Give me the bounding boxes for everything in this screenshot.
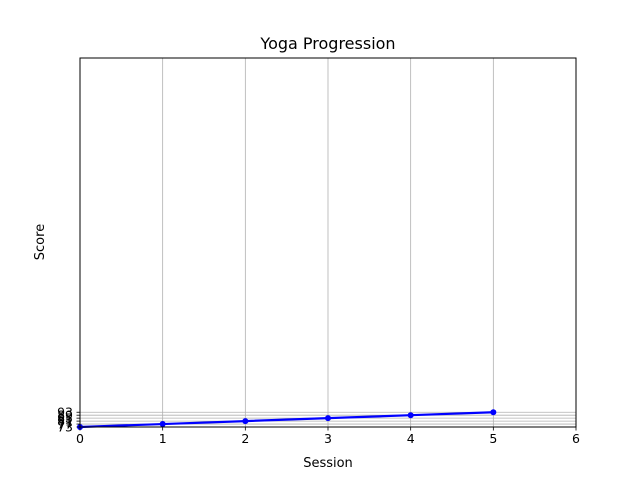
y-tick-label: 81 [57,414,73,429]
y-tick-label: 93 [57,405,73,420]
x-tick-label: 2 [241,431,249,446]
data-point [242,418,249,425]
x-tick-label: 3 [324,431,332,446]
x-tick-label: 5 [489,431,497,446]
chart-title: Yoga Progression [259,34,395,53]
x-axis-label: Session [303,456,353,471]
data-point [407,412,414,419]
y-tick-label: 89 [57,408,73,423]
x-tick-label: 4 [407,431,415,446]
series-line [78,411,495,429]
data-point [325,415,331,422]
x-tick-label: 6 [572,431,580,446]
y-tick-label: 77 [57,417,73,432]
data-point [159,421,166,428]
y-tick-label: 85 [57,411,73,426]
series-layer [77,409,497,430]
data-point [490,409,497,416]
x-tick-label: 0 [76,431,84,446]
y-axis-label: Score [33,224,48,260]
x-tick-label: 1 [159,431,167,446]
y-tick-label: 73 [57,420,73,435]
